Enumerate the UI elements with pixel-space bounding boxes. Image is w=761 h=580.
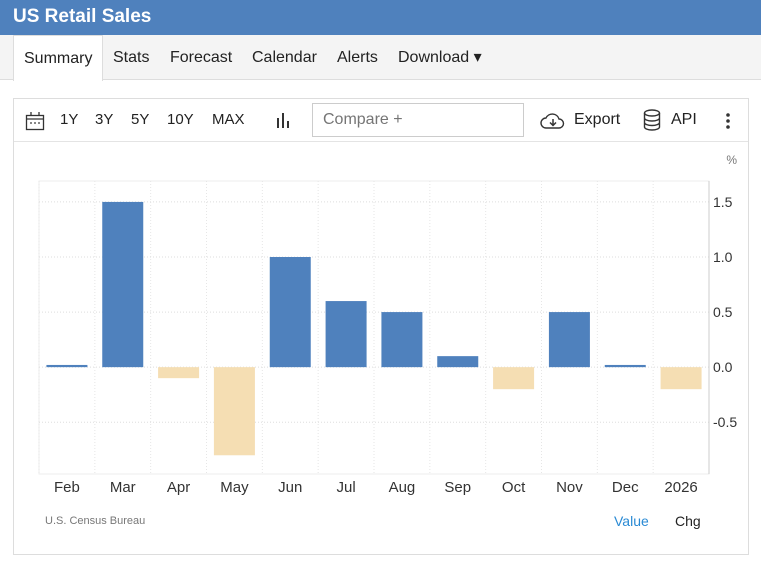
chg-toggle[interactable]: Chg [675, 513, 701, 529]
api-button[interactable]: API [671, 111, 697, 128]
x-tick-label: Aug [389, 479, 416, 496]
x-tick-label: Jul [336, 479, 355, 496]
unit-label: % [726, 153, 737, 167]
tab-stats[interactable]: Stats [113, 49, 150, 66]
x-tick-label: Jun [278, 479, 302, 496]
y-tick-label: 0.5 [713, 304, 733, 320]
range-1y[interactable]: 1Y [60, 111, 79, 128]
x-tick-label: Mar [110, 479, 136, 496]
source-label: U.S. Census Bureau [45, 515, 146, 527]
y-tick-label: 0.0 [713, 359, 733, 375]
tab-summary[interactable]: Summary [13, 35, 104, 81]
x-tick-label: Apr [167, 479, 190, 496]
tab-alerts[interactable]: Alerts [337, 49, 378, 66]
export-button[interactable]: Export [574, 111, 621, 128]
bar-nov [548, 312, 590, 368]
y-tick-label: -0.5 [713, 414, 737, 430]
range-3y[interactable]: 3Y [95, 111, 114, 128]
bar-may [213, 367, 255, 456]
x-tick-label: May [220, 479, 249, 496]
bar-oct [493, 367, 535, 390]
database-icon[interactable] [643, 109, 661, 131]
x-tick-label: Nov [556, 479, 583, 496]
bar-jul [325, 301, 367, 368]
chart-toolbar: 1Y 3Y 5Y 10Y MAX Export API [14, 99, 748, 142]
bar-chart-icon[interactable] [276, 112, 292, 128]
more-vertical-icon[interactable] [724, 112, 732, 130]
y-tick-label: 1.0 [713, 249, 733, 265]
tab-forecast[interactable]: Forecast [170, 49, 233, 66]
value-toggle[interactable]: Value [614, 513, 649, 529]
cloud-download-icon[interactable] [540, 111, 566, 131]
range-10y[interactable]: 10Y [167, 111, 194, 128]
bar-jun [269, 257, 311, 368]
bar-dec [604, 364, 646, 368]
bar-aug [381, 312, 423, 368]
bar-2026 [660, 367, 702, 390]
compare-input[interactable] [312, 103, 524, 137]
calendar-icon[interactable] [25, 111, 45, 131]
bar-sep [437, 356, 479, 368]
x-tick-label: Feb [54, 479, 80, 496]
x-tick-label: Oct [502, 479, 526, 496]
page-title: US Retail Sales [0, 0, 761, 35]
y-tick-label: 1.5 [713, 194, 733, 210]
range-max[interactable]: MAX [212, 111, 245, 128]
x-tick-label: Dec [612, 479, 639, 496]
bar-apr [158, 367, 200, 379]
x-tick-label: Sep [444, 479, 471, 496]
chart-card: 1Y 3Y 5Y 10Y MAX Export API 1.5 1.0 0.5 0.0… [13, 98, 749, 555]
tab-download[interactable]: Download ▾ [398, 49, 482, 66]
bar-mar [102, 201, 144, 368]
bar-feb [46, 364, 88, 368]
x-tick-label: 2026 [664, 479, 697, 496]
range-5y[interactable]: 5Y [131, 111, 150, 128]
tab-bar: Summary Stats Forecast Calendar Alerts D… [0, 35, 761, 81]
tab-calendar[interactable]: Calendar [252, 49, 317, 66]
